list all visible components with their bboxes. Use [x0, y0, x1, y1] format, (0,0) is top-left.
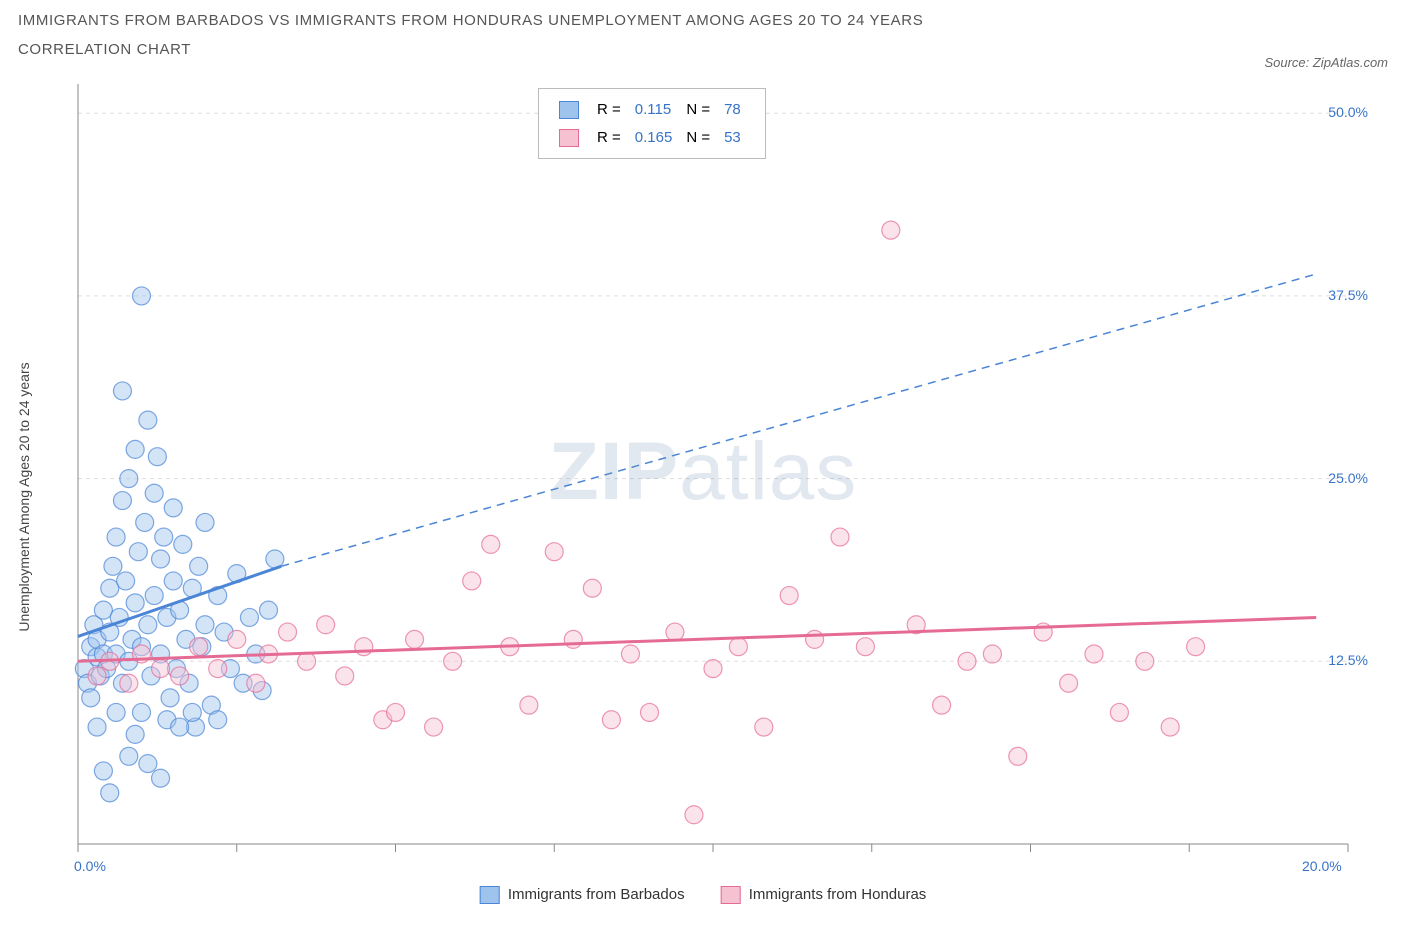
series-legend: Immigrants from Barbados Immigrants from…	[480, 886, 927, 904]
scatter-plot-svg	[18, 74, 1388, 874]
legend-N-value: 78	[718, 97, 747, 123]
legend-R-value: 0.165	[629, 125, 679, 151]
series-legend-item: Immigrants from Honduras	[721, 886, 927, 904]
y-tick-label: 37.5%	[1298, 287, 1368, 303]
legend-N-label: N =	[680, 125, 716, 151]
legend-N-value: 53	[718, 125, 747, 151]
y-axis-label: Unemployment Among Ages 20 to 24 years	[16, 362, 32, 631]
series-name: Immigrants from Honduras	[749, 886, 927, 903]
legend-N-label: N =	[680, 97, 716, 123]
chart-area: Unemployment Among Ages 20 to 24 years Z…	[18, 74, 1388, 904]
x-tick-label: 20.0%	[1302, 858, 1342, 874]
legend-swatch	[721, 886, 741, 904]
y-tick-label: 50.0%	[1298, 104, 1368, 120]
legend-R-label: R =	[591, 97, 627, 123]
legend-R-label: R =	[591, 125, 627, 151]
series-name: Immigrants from Barbados	[508, 886, 685, 903]
series-legend-item: Immigrants from Barbados	[480, 886, 685, 904]
legend-R-value: 0.115	[629, 97, 679, 123]
x-tick-label: 0.0%	[74, 858, 106, 874]
y-tick-label: 25.0%	[1298, 470, 1368, 486]
chart-title-line2: CORRELATION CHART	[18, 41, 923, 58]
correlation-legend-box: R =0.115N =78 R =0.165N =53	[538, 88, 766, 159]
legend-swatch	[559, 101, 579, 119]
source-attribution: Source: ZipAtlas.com	[1264, 55, 1388, 70]
y-tick-label: 12.5%	[1298, 652, 1368, 668]
chart-title-line1: IMMIGRANTS FROM BARBADOS VS IMMIGRANTS F…	[18, 12, 923, 29]
legend-swatch	[480, 886, 500, 904]
legend-swatch	[559, 129, 579, 147]
